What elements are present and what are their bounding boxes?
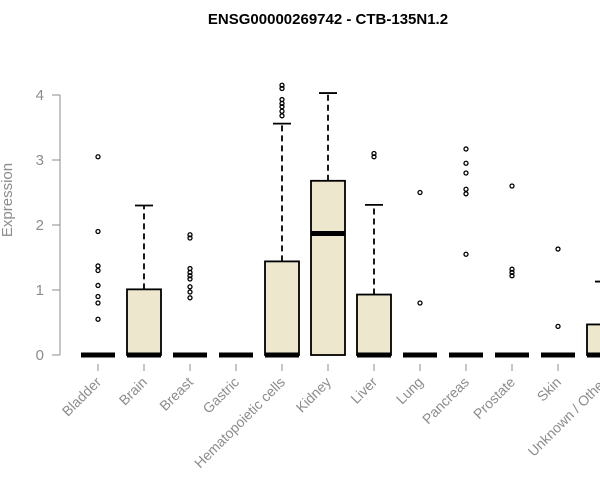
outlier-point xyxy=(463,160,469,166)
y-axis-label: Expression xyxy=(0,163,16,237)
box-rect xyxy=(586,323,600,356)
outlier-point xyxy=(187,269,193,276)
outlier-point xyxy=(187,235,193,241)
box-rect xyxy=(264,260,300,356)
box-10 xyxy=(495,183,529,358)
box-rect xyxy=(310,179,346,356)
x-tick-label: Liver xyxy=(347,374,380,407)
outlier-point xyxy=(95,282,101,289)
x-tick-label: Breast xyxy=(156,374,196,414)
y-tick-label: 0 xyxy=(36,347,44,364)
outlier-point xyxy=(463,146,469,152)
outlier-point xyxy=(509,273,515,279)
y-tick-label: 3 xyxy=(36,152,44,169)
box-1 xyxy=(81,154,115,358)
box-9 xyxy=(449,146,483,358)
outlier-point xyxy=(371,154,377,160)
outlier-point xyxy=(509,183,515,189)
outlier-point xyxy=(279,104,285,110)
x-tick-label: Gastric xyxy=(199,374,242,417)
outlier-point xyxy=(187,232,193,238)
outlier-point xyxy=(279,100,285,107)
box-3 xyxy=(173,232,207,358)
x-tick-label: Hematopoietic cells xyxy=(191,374,288,471)
box-series xyxy=(81,82,600,358)
outlier-point xyxy=(95,293,101,300)
box-11 xyxy=(541,246,575,358)
outlier-point xyxy=(279,82,285,88)
box-6 xyxy=(310,92,346,356)
outlier-point xyxy=(555,323,561,330)
outlier-point xyxy=(463,191,469,197)
x-tick-label: Skin xyxy=(534,374,565,405)
outlier-point xyxy=(463,251,469,257)
outlier-point xyxy=(279,113,285,119)
y-tick-label: 2 xyxy=(36,217,44,234)
outlier-point xyxy=(95,267,101,274)
outlier-point xyxy=(187,276,193,282)
outlier-point xyxy=(463,170,469,176)
x-tick-label: Brain xyxy=(116,374,150,408)
outlier-point xyxy=(187,289,193,295)
outlier-point xyxy=(279,85,285,92)
y-axis: 0 1 2 3 4 xyxy=(36,87,61,364)
x-tick-label: Lung xyxy=(393,374,426,407)
chart-title: ENSG00000269742 - CTB-135N1.2 xyxy=(208,11,448,28)
box-5 xyxy=(264,82,300,358)
outlier-point xyxy=(371,150,377,157)
outlier-point xyxy=(95,154,101,160)
y-tick-label: 1 xyxy=(36,282,44,299)
outlier-point xyxy=(95,316,101,322)
y-tick-label: 4 xyxy=(36,87,44,104)
x-tick-label: Prostate xyxy=(470,374,518,422)
outlier-point xyxy=(187,273,193,279)
outlier-point xyxy=(279,108,285,114)
outlier-point xyxy=(509,269,515,276)
outlier-point xyxy=(187,295,193,301)
box-8 xyxy=(403,189,437,358)
outlier-point xyxy=(95,263,101,269)
box-rect xyxy=(356,293,392,356)
x-tick-label: Pancreas xyxy=(419,374,472,427)
box-12 xyxy=(586,280,600,358)
outlier-point xyxy=(95,300,101,306)
outlier-point xyxy=(417,189,423,196)
outlier-point xyxy=(555,246,561,252)
outlier-point xyxy=(417,300,423,306)
outlier-point xyxy=(187,284,193,290)
x-tick-label: Bladder xyxy=(59,374,105,420)
outlier-point xyxy=(95,228,101,235)
box-rect xyxy=(126,288,162,356)
box-2 xyxy=(126,204,162,358)
outlier-point xyxy=(509,266,515,272)
x-tick-label: Kidney xyxy=(293,374,335,416)
box-7 xyxy=(356,150,392,358)
outlier-point xyxy=(463,186,469,192)
